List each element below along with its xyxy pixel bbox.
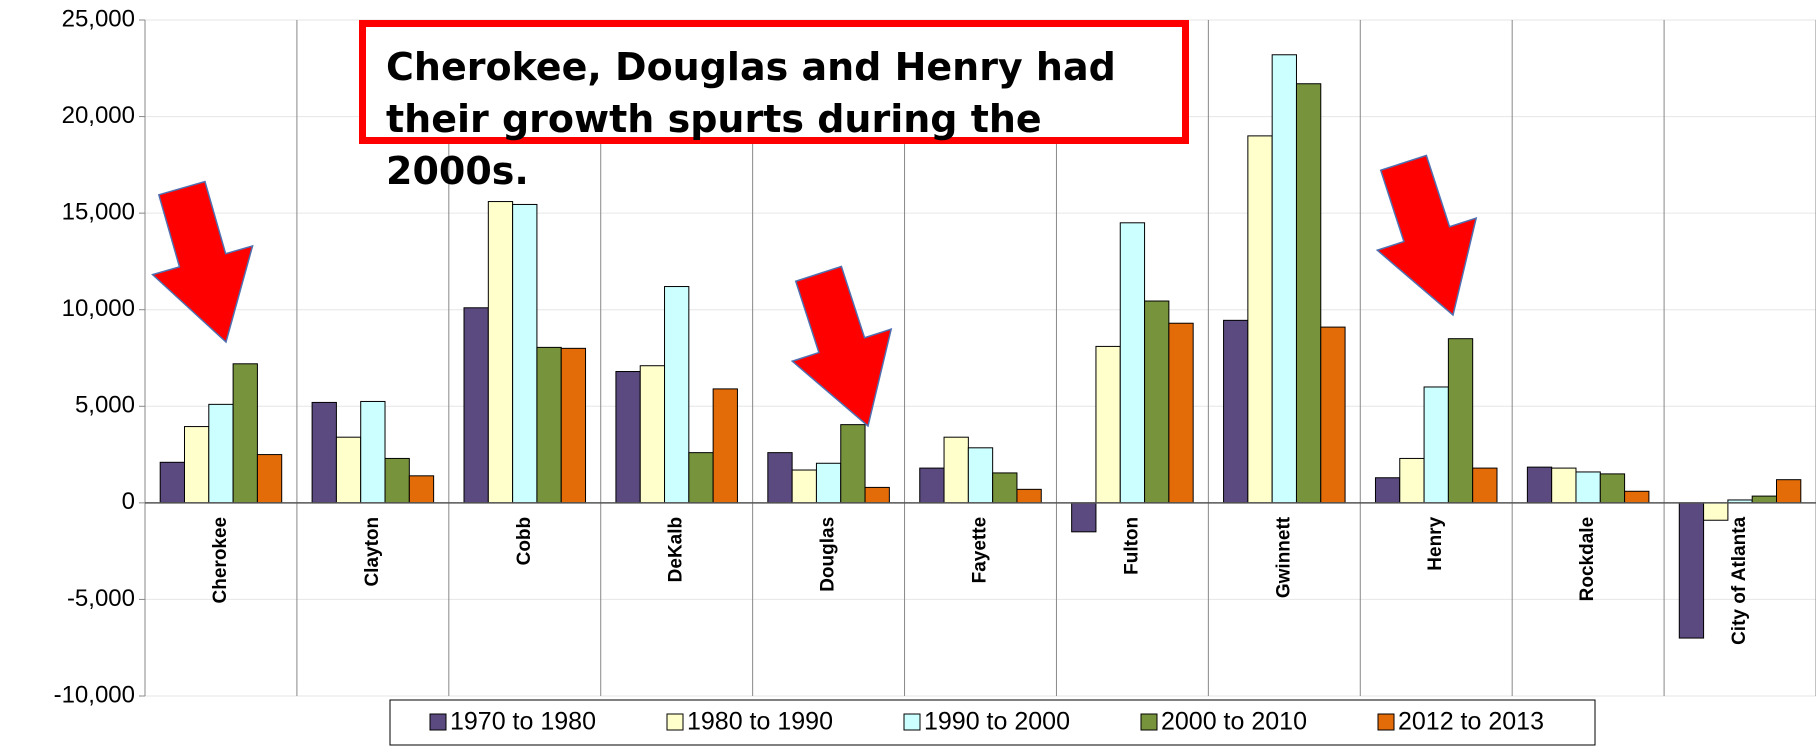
- bar: [335, 436, 362, 504]
- legend-label: 1990 to 2000: [924, 708, 1070, 736]
- bar: [159, 461, 185, 504]
- bar: [1624, 490, 1650, 504]
- y-tick-label: 5,000: [75, 392, 135, 419]
- bar: [1751, 495, 1778, 504]
- y-tick-label: -10,000: [54, 681, 135, 708]
- bar: [840, 424, 866, 504]
- x-tick-label: Gwinnett: [1273, 516, 1294, 598]
- legend-swatch: [903, 713, 921, 731]
- x-tick-label: Fulton: [1121, 517, 1142, 575]
- legend-swatch: [1377, 713, 1395, 731]
- bar: [1320, 326, 1346, 504]
- bar: [1016, 488, 1042, 504]
- x-tick-label: Fayette: [970, 517, 991, 584]
- x-tick-label: DeKalb: [666, 517, 687, 582]
- bar: [1423, 386, 1449, 504]
- bar: [463, 307, 489, 504]
- x-tick-label: Douglas: [818, 517, 839, 592]
- y-tick-label: 10,000: [62, 295, 135, 322]
- y-tick-label: 25,000: [62, 5, 135, 32]
- bar: [1071, 502, 1097, 533]
- bar: [1703, 502, 1729, 521]
- bar: [943, 436, 969, 504]
- legend-label: 2012 to 2013: [1398, 708, 1544, 736]
- bar: [1575, 471, 1601, 504]
- bar: [1678, 502, 1705, 639]
- bar: [992, 472, 1018, 504]
- bar: [815, 462, 842, 504]
- x-tick-label: Cherokee: [210, 517, 231, 604]
- bar: [967, 447, 994, 504]
- arrow: [768, 257, 919, 443]
- x-tick-label: City of Atlanta: [1729, 516, 1750, 645]
- bar: [1776, 479, 1802, 504]
- legend-swatch: [666, 713, 684, 731]
- bar: [791, 469, 817, 504]
- bar: [183, 426, 210, 504]
- bar: [1144, 300, 1170, 504]
- legend-swatch: [429, 713, 447, 731]
- arrow: [1353, 146, 1504, 332]
- bar: [536, 346, 562, 504]
- bar: [1399, 457, 1425, 504]
- bar: [1472, 467, 1498, 504]
- bar: [560, 347, 587, 504]
- bar: [232, 363, 258, 504]
- bar: [615, 371, 641, 504]
- bar: [360, 400, 386, 504]
- bar: [712, 388, 738, 504]
- arrow: [131, 173, 277, 358]
- bar: [487, 201, 514, 504]
- bar: [1119, 222, 1146, 504]
- x-tick-label: Rockdale: [1577, 517, 1598, 601]
- bar: [384, 457, 410, 504]
- legend-label: 1980 to 1990: [687, 708, 833, 736]
- legend-label: 2000 to 2010: [1161, 708, 1307, 736]
- bar: [408, 475, 435, 504]
- annotation: Cherokee, Douglas and Henry had their gr…: [359, 20, 1189, 193]
- bar: [1551, 467, 1577, 504]
- bar: [1526, 466, 1553, 504]
- bar: [311, 401, 337, 504]
- legend-swatch: [1140, 713, 1158, 731]
- bar: [864, 486, 890, 504]
- bar: [919, 467, 945, 504]
- x-tick-label: Cobb: [514, 517, 535, 566]
- y-tick-label: 20,000: [62, 102, 135, 129]
- bar: [1095, 345, 1121, 504]
- bar: [208, 403, 234, 504]
- bar: [512, 203, 538, 504]
- bar: [256, 454, 283, 504]
- bar: [1271, 54, 1297, 504]
- bar: [1599, 473, 1626, 504]
- bar: [1223, 319, 1249, 504]
- x-tick-label: Henry: [1425, 516, 1446, 570]
- bar: [1295, 83, 1322, 504]
- bar: [1168, 322, 1194, 504]
- bar: [1247, 135, 1273, 504]
- bar: [1447, 338, 1474, 504]
- bar: [639, 365, 666, 504]
- bar: [1374, 477, 1401, 504]
- y-tick-label: -5,000: [67, 585, 135, 612]
- legend: 1970 to 1980 1980 to 1990 1990 to 2000 2000…: [429, 708, 1544, 736]
- bar: [688, 452, 714, 504]
- y-tick-label: 15,000: [62, 198, 135, 225]
- x-tick-label: Clayton: [362, 517, 383, 587]
- bar: [767, 452, 793, 504]
- bar: [664, 286, 690, 504]
- legend-label: 1970 to 1980: [450, 708, 596, 736]
- y-tick-label: 0: [122, 488, 135, 515]
